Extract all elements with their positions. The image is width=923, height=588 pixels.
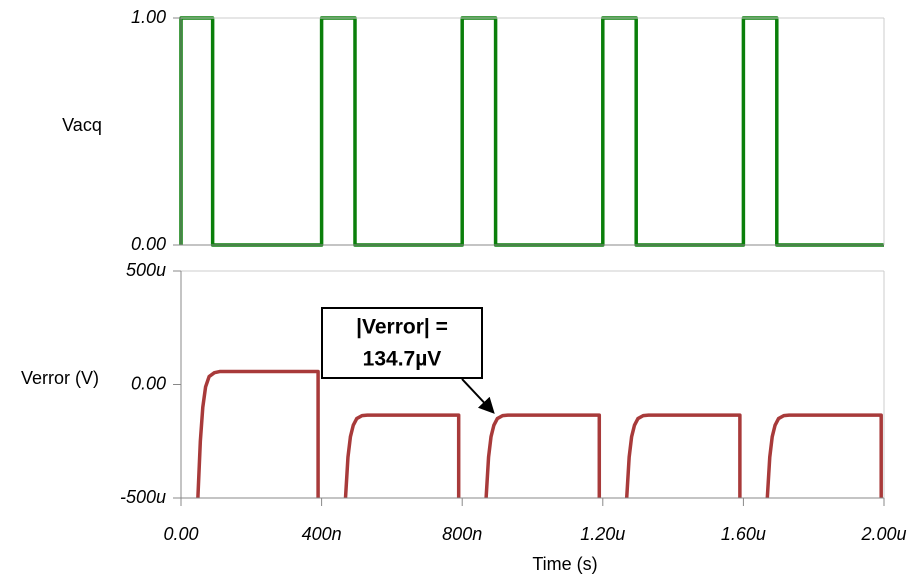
y-tick-label: -500u bbox=[120, 487, 166, 507]
y-axis-label: Vacq bbox=[62, 115, 102, 135]
annotation: 134.7µV bbox=[363, 348, 442, 371]
series-line bbox=[179, 16, 884, 247]
y-tick-label: 0.00 bbox=[131, 373, 166, 393]
x-tick-label: 1.20u bbox=[580, 524, 625, 544]
y-axis-label: Verror (V) bbox=[21, 368, 99, 388]
x-tick-label: 0.00 bbox=[163, 524, 198, 544]
x-tick-label: 400n bbox=[302, 524, 342, 544]
annotation-arrow bbox=[461, 378, 495, 414]
y-tick-label: 500u bbox=[126, 260, 166, 280]
x-axis-label: Time (s) bbox=[532, 554, 597, 574]
annotation: |Verror| = bbox=[356, 316, 448, 339]
x-tick-label: 800n bbox=[442, 524, 482, 544]
y-tick-label: 0.00 bbox=[131, 234, 166, 254]
annotation-box bbox=[321, 307, 483, 379]
x-tick-label: 1.60u bbox=[721, 524, 766, 544]
x-tick-label: 2.00u bbox=[860, 524, 906, 544]
y-tick-label: 1.00 bbox=[131, 7, 166, 27]
series-line bbox=[196, 369, 883, 499]
